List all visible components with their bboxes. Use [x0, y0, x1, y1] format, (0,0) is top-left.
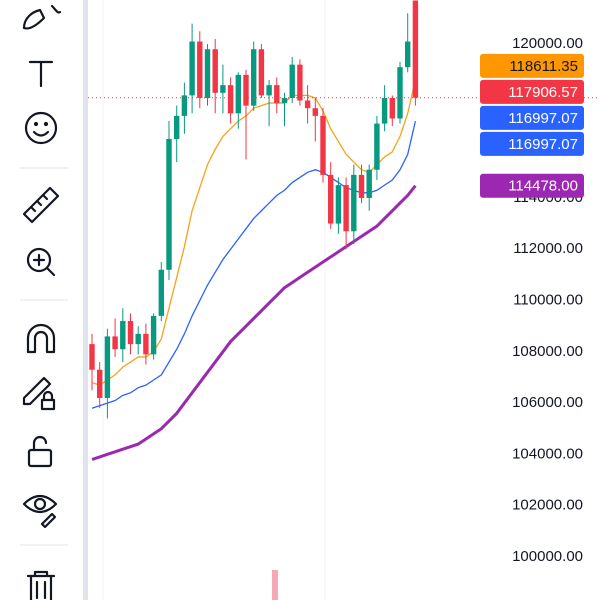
y-tick-label: 108000.00 — [512, 343, 583, 360]
candle-body — [150, 315, 157, 355]
zoom-tool[interactable] — [26, 247, 56, 277]
candle-body — [328, 174, 334, 224]
candle-body — [97, 369, 103, 398]
candle-body — [366, 169, 372, 198]
candle-body — [397, 67, 403, 119]
toolbar-divider — [83, 0, 88, 600]
y-tick-label: 110000.00 — [513, 291, 583, 308]
candle-body — [127, 321, 134, 345]
y-tick-label: 100000.00 — [512, 548, 583, 565]
candle-body — [204, 49, 211, 98]
price-badge-box — [480, 105, 584, 130]
candle-body — [320, 115, 326, 175]
candle-body — [166, 138, 172, 270]
price-badge-label: 118611.35 — [509, 58, 578, 75]
toolbar — [20, 4, 68, 602]
candle-body — [189, 41, 195, 96]
ruler-tool[interactable] — [22, 186, 60, 224]
candle-body — [389, 97, 395, 119]
candle-body — [174, 115, 180, 139]
candle-body — [412, 0, 419, 98]
candle-body — [297, 64, 303, 101]
price-badge: 117906.57 — [480, 79, 584, 104]
candle-body — [304, 100, 311, 109]
price-badge-box — [480, 131, 584, 156]
candle-body — [212, 49, 218, 93]
visibility-tool[interactable] — [22, 494, 58, 529]
candle-body — [120, 321, 126, 350]
candle-body — [197, 41, 203, 98]
volume-bar — [272, 570, 278, 600]
candle-body — [405, 41, 411, 68]
lock-drawing-tool[interactable] — [22, 376, 56, 411]
price-badge-label: 116997.07 — [508, 110, 578, 127]
price-badge: 114478.00 — [480, 173, 584, 198]
candle-body — [281, 97, 288, 104]
price-badge: 118611.35 — [480, 53, 584, 78]
price-badge: 116997.07 — [480, 105, 584, 130]
price-badge-label: 114478.00 — [508, 178, 578, 195]
brush-tool[interactable] — [22, 4, 62, 30]
moving-average — [91, 184, 417, 461]
price-badge-label: 117906.57 — [508, 84, 578, 101]
emoji-tool[interactable] — [24, 111, 58, 145]
price-badge: 116997.07 — [480, 131, 584, 156]
price-badge-box — [480, 79, 584, 104]
candle-body — [135, 333, 141, 345]
price-badge-box — [480, 173, 584, 198]
candle-body — [312, 108, 318, 116]
candle-body — [258, 49, 265, 96]
candle-body — [235, 74, 241, 114]
y-tick-label: 112000.00 — [513, 240, 583, 257]
price-badge-box — [480, 53, 584, 78]
magnet-tool[interactable] — [26, 323, 56, 354]
candle-body — [158, 269, 164, 316]
candle-body — [335, 185, 342, 224]
y-tick-label: 106000.00 — [512, 394, 583, 411]
candle-body — [374, 123, 380, 170]
candle-body — [274, 85, 280, 104]
candle-body — [266, 85, 272, 96]
candle-body — [351, 174, 357, 232]
candle-body — [381, 97, 388, 124]
candle-body — [343, 185, 349, 232]
candle-body — [104, 336, 111, 398]
candle-body — [251, 49, 257, 106]
price-badge-label: 116997.07 — [508, 136, 578, 153]
candle-body — [181, 95, 188, 116]
delete-tool[interactable] — [26, 570, 56, 602]
candle-body — [112, 336, 118, 350]
unlock-tool[interactable] — [27, 435, 53, 468]
y-tick-label: 120000.00 — [512, 35, 583, 52]
candle-body — [243, 74, 249, 106]
y-tick-label: 102000.00 — [512, 497, 583, 514]
text-tool[interactable] — [28, 60, 54, 88]
y-tick-label: 104000.00 — [512, 445, 583, 462]
candle-body — [220, 85, 226, 93]
candle-body — [358, 174, 365, 198]
candle-body — [289, 64, 295, 98]
candle-body — [89, 344, 95, 370]
candle-body — [143, 333, 149, 355]
candle-body — [227, 85, 234, 114]
